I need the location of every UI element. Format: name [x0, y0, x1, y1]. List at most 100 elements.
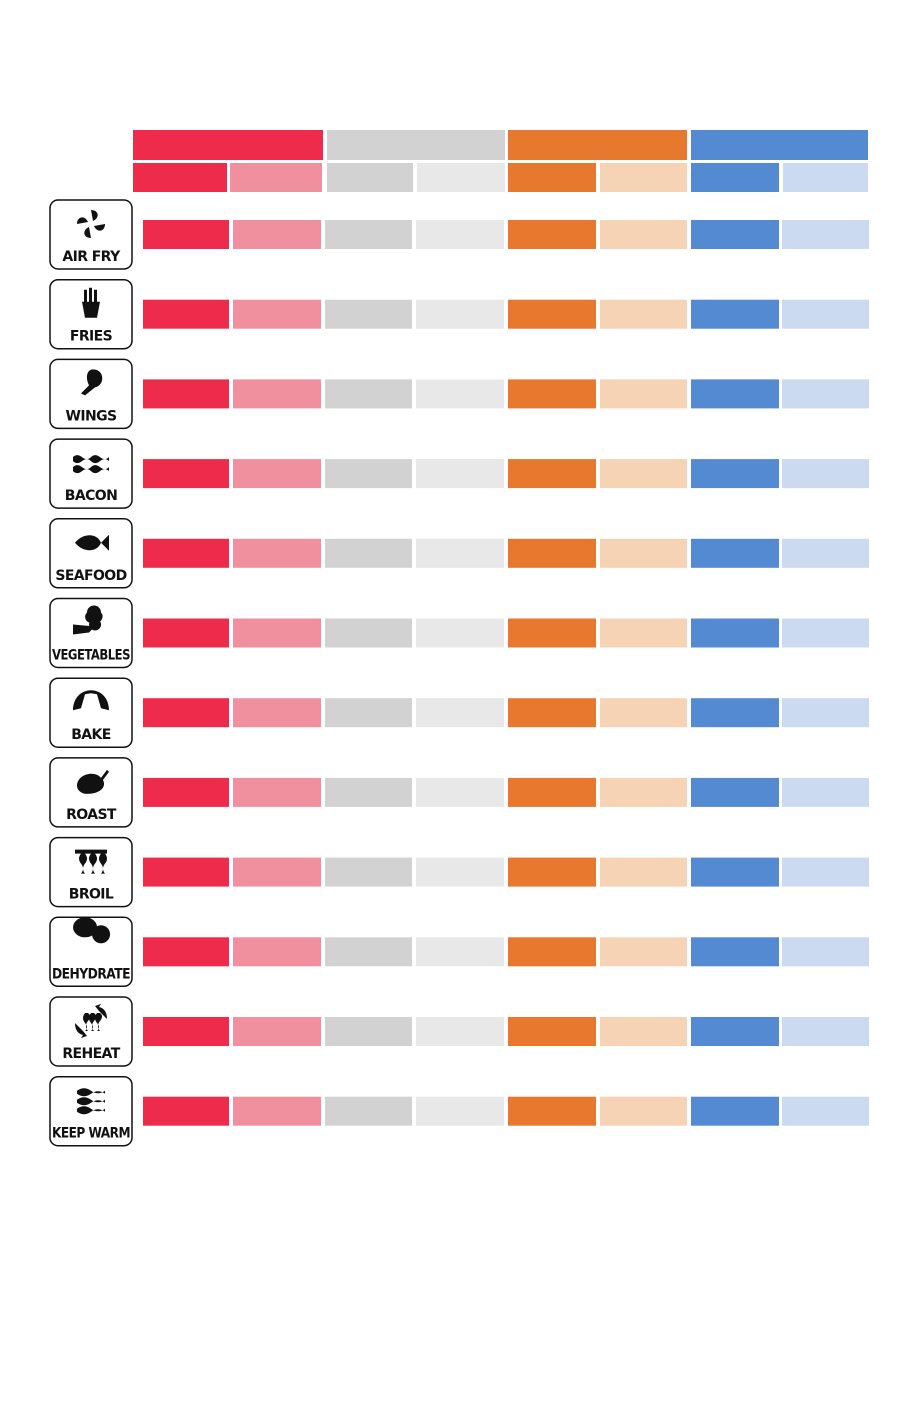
setting-cell [143, 777, 229, 807]
setting-cell [416, 220, 504, 249]
setting-cell [508, 857, 596, 887]
function-row: AIR FRY [49, 199, 869, 270]
setting-cell [416, 459, 504, 489]
setting-cell [600, 459, 687, 489]
function-row: ROAST [49, 757, 869, 828]
setting-cell [600, 220, 687, 249]
setting-cell [233, 299, 321, 329]
setting-cell [508, 777, 596, 807]
setting-cell [782, 698, 869, 728]
header-cell [691, 163, 779, 192]
setting-cell [233, 1096, 321, 1126]
setting-cell [600, 299, 687, 329]
setting-cell [600, 1017, 687, 1046]
header-row-1 [133, 130, 868, 160]
setting-cell [508, 220, 596, 249]
setting-cell [508, 538, 596, 568]
setting-cell [325, 777, 412, 807]
setting-cell [600, 538, 687, 568]
function-label: REHEAT [62, 1046, 120, 1062]
setting-cell [143, 1096, 229, 1126]
function-label: KEEP WARM [52, 1126, 130, 1142]
setting-cell [782, 538, 869, 568]
function-row: SEAFOOD [49, 518, 869, 589]
function-button [49, 199, 133, 270]
function-button [49, 916, 133, 988]
setting-cell [691, 220, 779, 249]
header-cell [508, 130, 687, 160]
setting-cell [143, 1017, 229, 1046]
function-row: BROIL [49, 836, 869, 908]
setting-cell [325, 459, 412, 489]
setting-cell [782, 777, 869, 807]
setting-cell [691, 857, 779, 887]
function-button [49, 836, 133, 908]
setting-cell [325, 618, 412, 648]
function-row: WINGS [49, 358, 869, 430]
function-icon [81, 369, 103, 396]
setting-cell [325, 937, 412, 967]
setting-cell [143, 937, 229, 967]
setting-cell [233, 379, 321, 409]
function-label: SEAFOOD [55, 568, 126, 584]
function-row: BACON [49, 438, 869, 509]
setting-cell [600, 698, 687, 728]
setting-cell [691, 299, 779, 329]
setting-cell [143, 220, 229, 249]
function-icon [73, 690, 109, 711]
setting-cell [143, 618, 229, 648]
setting-cell [508, 299, 596, 329]
function-row: VEGETABLES [49, 597, 869, 669]
header-cell [508, 163, 596, 192]
function-button [49, 677, 133, 748]
setting-cell [691, 379, 779, 409]
setting-cell [416, 299, 504, 329]
setting-cell [782, 459, 869, 489]
function-icon [73, 455, 109, 474]
setting-cell [508, 698, 596, 728]
setting-cell [600, 777, 687, 807]
setting-cell [416, 698, 504, 728]
setting-cell [143, 698, 229, 728]
function-icon [77, 1088, 105, 1115]
setting-cell [325, 538, 412, 568]
setting-cell [416, 1017, 504, 1046]
header-cell [327, 163, 413, 192]
setting-cell [782, 379, 869, 409]
function-icon [82, 287, 100, 318]
function-icon [75, 1004, 107, 1038]
header-cell [230, 163, 322, 192]
setting-cell [233, 459, 321, 489]
setting-cell [143, 379, 229, 409]
header-cell [417, 163, 505, 192]
setting-cell [691, 1096, 779, 1126]
setting-cell [325, 698, 412, 728]
function-label: BROIL [69, 887, 114, 903]
setting-cell [508, 937, 596, 967]
setting-cell [691, 538, 779, 568]
setting-cell [233, 220, 321, 249]
setting-cell [782, 937, 869, 967]
setting-cell [600, 857, 687, 887]
setting-cell [325, 379, 412, 409]
setting-cell [233, 538, 321, 568]
setting-cell [416, 857, 504, 887]
setting-cell [325, 299, 412, 329]
function-row: DEHYDRATE [49, 916, 869, 988]
setting-cell [233, 698, 321, 728]
setting-cell [691, 1017, 779, 1046]
setting-cell [233, 857, 321, 887]
setting-cell [325, 1096, 412, 1126]
function-icon [77, 769, 109, 794]
function-button [49, 438, 133, 509]
function-label: BAKE [71, 727, 111, 743]
function-label: FRIES [70, 329, 113, 345]
setting-cell [691, 777, 779, 807]
function-button [49, 518, 133, 589]
setting-cell [782, 299, 869, 329]
function-label: AIR FRY [62, 249, 121, 265]
function-button [49, 358, 133, 430]
setting-cell [416, 777, 504, 807]
setting-cell [143, 299, 229, 329]
